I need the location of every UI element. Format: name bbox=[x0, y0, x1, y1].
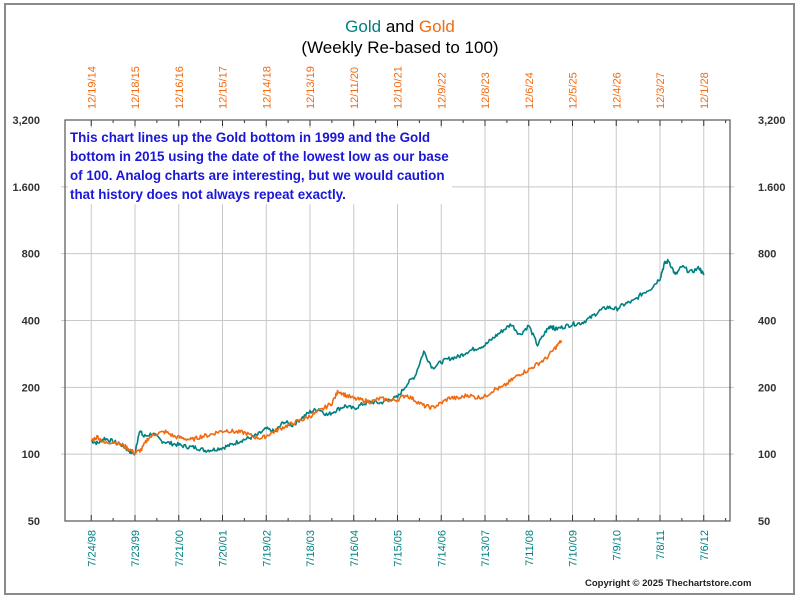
x-tick-label-bottom: 7/15/05 bbox=[393, 530, 405, 567]
title-series-b: Gold bbox=[418, 17, 455, 36]
x-tick-label-bottom: 7/23/99 bbox=[130, 530, 142, 567]
copyright-text: Copyright © 2025 Thechartstore.com bbox=[585, 578, 752, 589]
title-and: and bbox=[381, 17, 419, 36]
series-line-gold-2015 bbox=[90, 340, 563, 455]
chart-frame bbox=[4, 3, 795, 595]
x-tick-label-top: 12/5/25 bbox=[568, 72, 580, 109]
x-tick-label-top: 12/14/18 bbox=[261, 66, 273, 109]
x-tick-label-bottom: 7/6/12 bbox=[699, 530, 711, 561]
series-lines bbox=[90, 258, 705, 456]
x-tick-label-top: 12/18/15 bbox=[130, 66, 142, 109]
y-tick-label-left: 400 bbox=[22, 316, 40, 328]
x-tick-label-top: 12/6/24 bbox=[524, 72, 536, 109]
y-tick-label-right: 50 bbox=[758, 516, 770, 528]
x-tick-label-top: 12/15/17 bbox=[218, 66, 230, 109]
y-tick-label-left: 100 bbox=[22, 449, 40, 461]
y-tick-label-right: 200 bbox=[758, 382, 776, 394]
x-tick-label-top: 12/4/26 bbox=[611, 72, 623, 109]
x-tick-label-bottom: 7/13/07 bbox=[480, 530, 492, 567]
y-tick-label-right: 1.600 bbox=[758, 182, 786, 194]
x-axis-top-labels: 12/19/14 12/18/15 12/16/16 12/15/17 12/14/18… bbox=[86, 66, 711, 109]
x-tick-label-bottom: 7/16/04 bbox=[349, 530, 361, 567]
y-tick-label-right: 3,200 bbox=[758, 115, 786, 127]
y-tick-label-left: 3,200 bbox=[12, 115, 40, 127]
x-tick-label-bottom: 7/21/00 bbox=[174, 530, 186, 567]
y-tick-label-right: 400 bbox=[758, 316, 776, 328]
x-tick-label-top: 12/19/14 bbox=[86, 66, 98, 109]
chart-annotation: This chart lines up the Gold bottom in 1… bbox=[68, 128, 452, 204]
chart-subtitle: (Weekly Re-based to 100) bbox=[301, 38, 499, 57]
series-line-gold-1999 bbox=[91, 258, 705, 456]
x-tick-label-bottom: 7/14/06 bbox=[436, 530, 448, 567]
y-axis-labels: 3,200 3,200 1.600 1.600 800 800 400 400 200 200 10… bbox=[12, 115, 785, 528]
plot-border bbox=[64, 119, 731, 522]
y-tick-label-right: 100 bbox=[758, 449, 776, 461]
title-series-a: Gold bbox=[345, 17, 382, 36]
x-tick-label-top: 12/10/21 bbox=[393, 66, 405, 109]
x-tick-label-top: 12/16/16 bbox=[174, 66, 186, 109]
x-tick-label-top: 12/1/28 bbox=[699, 72, 711, 109]
x-tick-label-top: 12/9/22 bbox=[436, 72, 448, 109]
y-tick-label-left: 1.600 bbox=[12, 182, 40, 194]
y-tick-label-right: 800 bbox=[758, 249, 776, 261]
x-tick-label-bottom: 7/24/98 bbox=[86, 530, 98, 567]
y-tick-label-left: 50 bbox=[28, 516, 40, 528]
x-tick-label-top: 12/11/20 bbox=[349, 67, 361, 109]
x-tick-label-bottom: 7/19/02 bbox=[261, 530, 273, 567]
x-tick-label-bottom: 7/10/09 bbox=[568, 530, 580, 567]
x-tick-label-top: 12/8/23 bbox=[480, 72, 492, 109]
x-tick-label-top: 12/13/19 bbox=[305, 66, 317, 109]
chart-title: Gold and Gold bbox=[0, 17, 800, 37]
grid-lines bbox=[61, 120, 734, 521]
x-tick-label-bottom: 7/8/11 bbox=[655, 530, 667, 560]
x-tick-label-bottom: 7/18/03 bbox=[305, 530, 317, 567]
y-tick-label-left: 200 bbox=[22, 382, 40, 394]
x-tick-label-top: 12/3/27 bbox=[655, 72, 667, 109]
x-tick-label-bottom: 7/20/01 bbox=[218, 530, 230, 567]
x-tick-label-bottom: 7/11/08 bbox=[524, 530, 536, 566]
tick-marks bbox=[90, 120, 727, 521]
x-tick-label-bottom: 7/9/10 bbox=[611, 530, 623, 561]
y-tick-label-left: 800 bbox=[22, 249, 40, 261]
x-axis-bottom-labels: 7/24/98 7/23/99 7/21/00 7/20/01 7/19/02 7/18/… bbox=[86, 530, 711, 567]
